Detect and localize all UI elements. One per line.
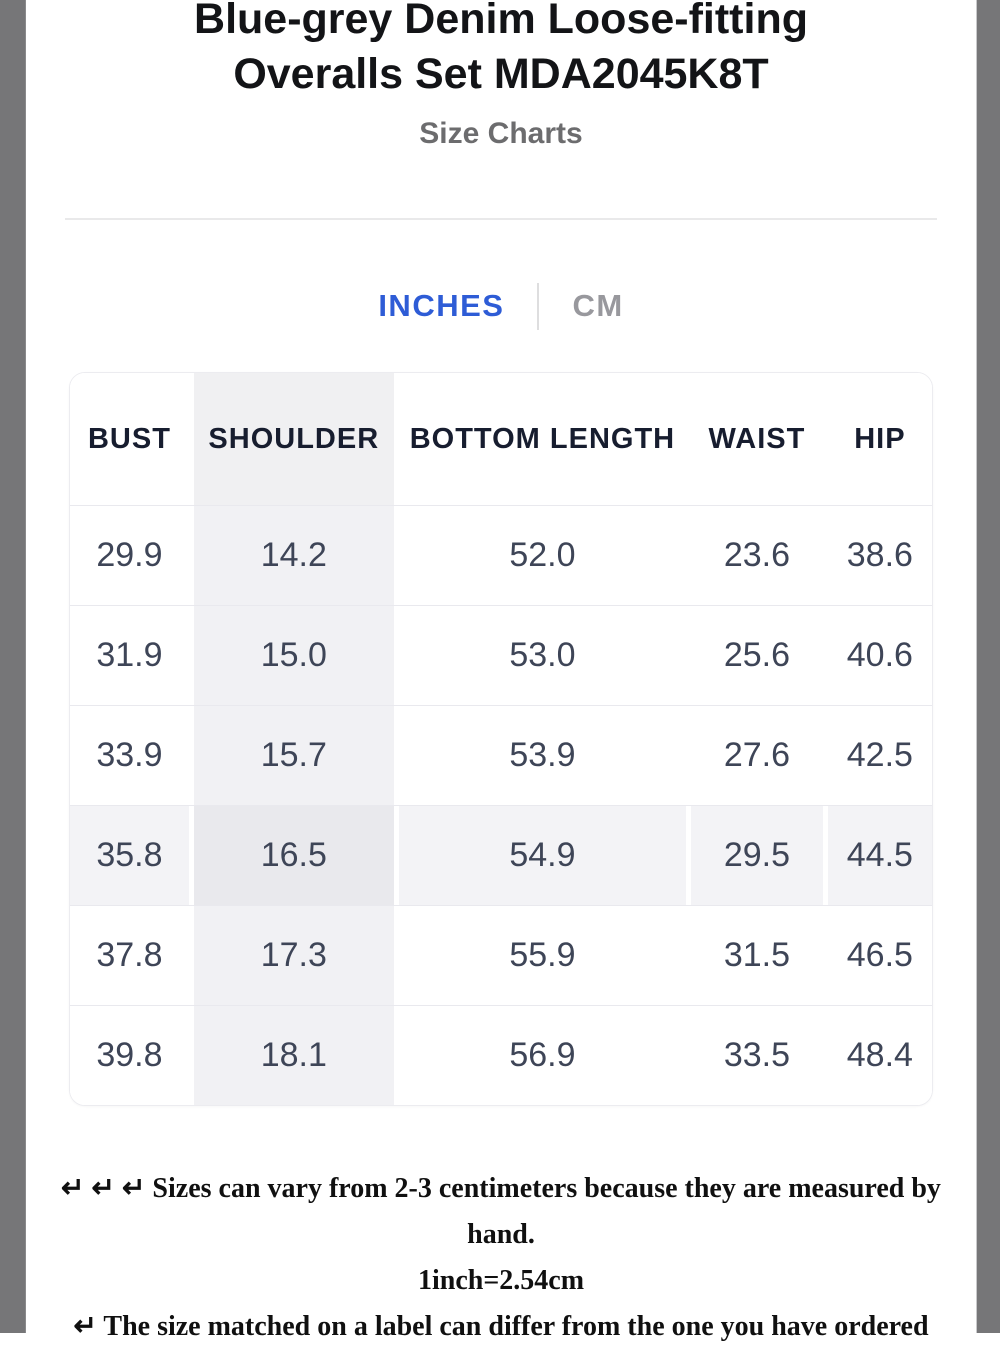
measurement-cell: 33.5: [691, 1006, 823, 1105]
measurement-cell: 38.6: [827, 506, 932, 605]
note-label-difference: ↵ The size matched on a label can differ…: [73, 1311, 929, 1342]
column-header-hip: HIP: [827, 373, 932, 505]
column-header-shoulder: SHOULDER: [193, 373, 394, 505]
measurement-cell: 23.6: [691, 506, 823, 605]
measurement-cell: 18.1: [193, 1006, 394, 1105]
measurement-cell: 42.5: [827, 706, 932, 805]
section-divider: [65, 218, 937, 220]
size-notes: ↵ ↵ ↵ Sizes can vary from 2-3 centimeter…: [26, 1166, 976, 1350]
product-title-line2: Overalls Set MDA2045K8T: [233, 50, 769, 98]
measurement-cell: 52.0: [398, 506, 687, 605]
size-table: BUST SHOULDER BOTTOM LENGTH WAIST HIP 29.9 14.…: [69, 372, 933, 1106]
measurement-cell: 53.9: [398, 706, 687, 805]
column-header-bottom-length: BOTTOM LENGTH: [398, 373, 687, 505]
measurement-cell: 27.6: [691, 706, 823, 805]
measurement-cell: 39.8: [70, 1006, 189, 1105]
measurement-cell: 29.5: [691, 806, 823, 905]
measurement-cell: 33.9: [70, 706, 189, 805]
size-table-row: 31.9 15.0 53.0 25.6 40.6: [70, 605, 932, 705]
measurement-cell: 17.3: [193, 906, 394, 1005]
measurement-cell: 40.6: [827, 606, 932, 705]
measurement-cell: 25.6: [691, 606, 823, 705]
measurement-cell: 56.9: [398, 1006, 687, 1105]
size-table-row: 39.8 18.1 56.9 33.5 48.4: [70, 1005, 932, 1105]
tab-separator: [537, 282, 540, 330]
size-chart-page: Blue-grey Denim Loose-fitting Overalls Se…: [26, 0, 976, 1342]
measurement-cell: 48.4: [827, 1006, 932, 1105]
measurement-cell: 16.5: [193, 806, 394, 905]
measurement-cell: 15.0: [193, 606, 394, 705]
measurement-cell: 35.8: [70, 806, 189, 905]
measurement-cell: 31.5: [691, 906, 823, 1005]
right-screen-edge: [976, 0, 1000, 1333]
tab-cm[interactable]: CM: [572, 282, 623, 330]
left-screen-edge: [0, 0, 26, 1333]
page-subtitle: Size Charts: [419, 117, 583, 150]
measurement-cell: 15.7: [193, 706, 394, 805]
unit-tabs: INCHES CM: [26, 282, 976, 330]
measurement-cell: 53.0: [398, 606, 687, 705]
measurement-cell: 14.2: [193, 506, 394, 605]
size-table-header-row: BUST SHOULDER BOTTOM LENGTH WAIST HIP: [70, 373, 932, 505]
measurement-cell: 44.5: [827, 806, 932, 905]
size-table-row: 35.8 16.5 54.9 29.5 44.5: [70, 805, 932, 905]
column-header-waist: WAIST: [691, 373, 823, 505]
note-measured-by-hand: ↵ ↵ ↵ Sizes can vary from 2-3 centimeter…: [61, 1173, 941, 1250]
measurement-cell: 55.9: [398, 906, 687, 1005]
measurement-cell: 37.8: [70, 906, 189, 1005]
measurement-cell: 46.5: [827, 906, 932, 1005]
note-inch-conversion: 1inch=2.54cm: [417, 1265, 585, 1296]
size-table-row: 33.9 15.7 53.9 27.6 42.5: [70, 705, 932, 805]
column-header-bust: BUST: [70, 373, 189, 505]
product-title-line1: Blue-grey Denim Loose-fitting: [194, 0, 808, 43]
tab-inches[interactable]: INCHES: [378, 282, 504, 330]
size-table-row: 37.8 17.3 55.9 31.5 46.5: [70, 905, 932, 1005]
measurement-cell: 31.9: [70, 606, 189, 705]
size-table-row: 29.9 14.2 52.0 23.6 38.6: [70, 505, 932, 605]
product-title: Blue-grey Denim Loose-fitting Overalls Se…: [26, 0, 976, 102]
measurement-cell: 54.9: [398, 806, 687, 905]
measurement-cell: 29.9: [70, 506, 189, 605]
